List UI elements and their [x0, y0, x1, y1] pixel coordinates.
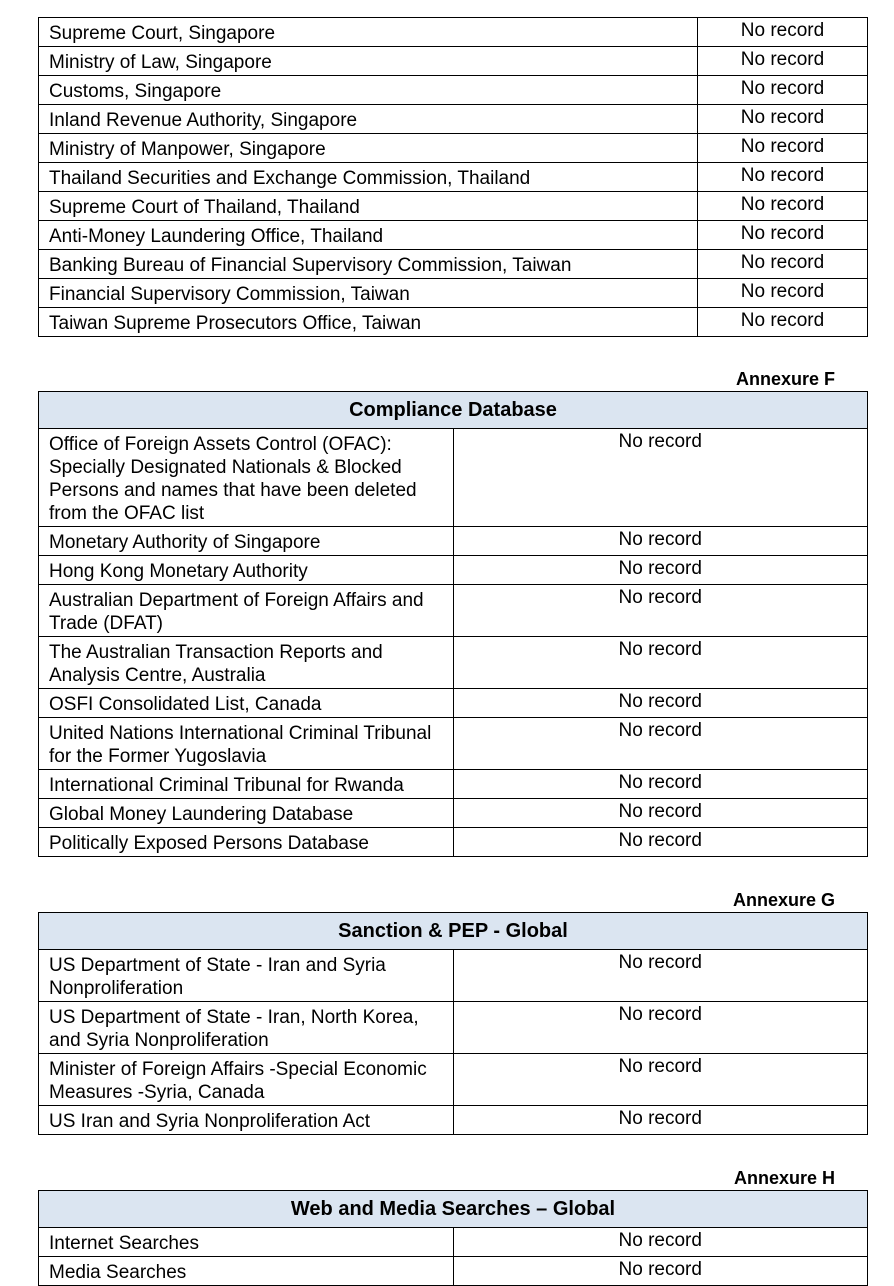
table-row: Monetary Authority of Singapore No record [38, 526, 868, 556]
source-name: Ministry of Manpower, Singapore [38, 133, 698, 163]
table-row: Customs, Singapore No record [38, 75, 868, 105]
record-status: No record [452, 584, 868, 637]
record-status: No record [452, 526, 868, 556]
annexure-label: Annexure F [735, 369, 835, 389]
table-row: Banking Bureau of Financial Supervisory … [38, 249, 868, 279]
table-row: Ministry of Law, Singapore No record [38, 46, 868, 76]
record-status: No record [697, 75, 868, 105]
table-row: Australian Department of Foreign Affairs… [38, 584, 868, 637]
annexure-label: Annexure G [732, 890, 835, 910]
records-table: Sanction & PEP - Global US Department of … [38, 912, 868, 1135]
record-status: No record [697, 249, 868, 279]
record-status: No record [452, 769, 868, 799]
table-row: Hong Kong Monetary Authority No record [38, 555, 868, 585]
table-row: OSFI Consolidated List, Canada No record [38, 688, 868, 718]
table-header-row: Compliance Database [38, 391, 868, 429]
source-name: Office of Foreign Assets Control (OFAC):… [38, 428, 454, 527]
record-status: No record [697, 220, 868, 250]
table-row: Financial Supervisory Commission, Taiwan… [38, 278, 868, 308]
annexure-label: Annexure H [733, 1168, 835, 1188]
record-status: No record [452, 949, 868, 1002]
table-row: Media Searches No record [38, 1256, 868, 1286]
source-name: Anti-Money Laundering Office, Thailand [38, 220, 698, 250]
record-status: No record [452, 827, 868, 857]
source-name: Thailand Securities and Exchange Commiss… [38, 162, 698, 192]
source-name: US Iran and Syria Nonproliferation Act [38, 1105, 454, 1135]
table-title: Web and Media Searches – Global [38, 1190, 868, 1228]
source-name: Ministry of Law, Singapore [38, 46, 698, 76]
source-name: Global Money Laundering Database [38, 798, 454, 828]
record-status: No record [697, 46, 868, 76]
table-row: Global Money Laundering Database No recor… [38, 798, 868, 828]
source-name: Internet Searches [38, 1227, 454, 1257]
source-name: United Nations International Criminal Tr… [38, 717, 454, 770]
table-row: Supreme Court of Thailand, Thailand No re… [38, 191, 868, 221]
record-status: No record [452, 717, 868, 770]
record-status: No record [452, 1001, 868, 1054]
source-name: Banking Bureau of Financial Supervisory … [38, 249, 698, 279]
table-row: US Iran and Syria Nonproliferation Act No… [38, 1105, 868, 1135]
table-row: Politically Exposed Persons Database No r… [38, 827, 868, 857]
record-status: No record [452, 428, 868, 527]
table-row: Office of Foreign Assets Control (OFAC):… [38, 428, 868, 527]
record-status: No record [452, 688, 868, 718]
records-table: Compliance Database Office of Foreign Ass… [38, 391, 868, 857]
table-row: Supreme Court, Singapore No record [38, 17, 868, 47]
table-row: Anti-Money Laundering Office, Thailand No… [38, 220, 868, 250]
record-status: No record [452, 1256, 868, 1286]
table-row: Ministry of Manpower, Singapore No record [38, 133, 868, 163]
source-name: Supreme Court, Singapore [38, 17, 698, 47]
record-status: No record [697, 162, 868, 192]
table-title: Compliance Database [38, 391, 868, 429]
source-name: Minister of Foreign Affairs -Special Eco… [38, 1053, 454, 1106]
source-name: Media Searches [38, 1256, 454, 1286]
records-table: Web and Media Searches – Global Internet … [38, 1190, 868, 1286]
record-status: No record [452, 1105, 868, 1135]
table-row: Internet Searches No record [38, 1227, 868, 1257]
table-header-row: Web and Media Searches – Global [38, 1190, 868, 1228]
record-status: No record [452, 1053, 868, 1106]
source-name: Supreme Court of Thailand, Thailand [38, 191, 698, 221]
source-name: OSFI Consolidated List, Canada [38, 688, 454, 718]
table-row: US Department of State - Iran and Syria … [38, 949, 868, 1002]
table-row: International Criminal Tribunal for Rwan… [38, 769, 868, 799]
source-name: US Department of State - Iran and Syria … [38, 949, 454, 1002]
table-row: Taiwan Supreme Prosecutors Office, Taiwa… [38, 307, 868, 337]
source-name: US Department of State - Iran, North Kor… [38, 1001, 454, 1054]
record-status: No record [452, 798, 868, 828]
table-row: United Nations International Criminal Tr… [38, 717, 868, 770]
source-name: The Australian Transaction Reports and A… [38, 636, 454, 689]
table-row: Inland Revenue Authority, Singapore No re… [38, 104, 868, 134]
source-name: Financial Supervisory Commission, Taiwan [38, 278, 698, 308]
source-name: International Criminal Tribunal for Rwan… [38, 769, 454, 799]
records-table: Supreme Court, Singapore No record Ministr… [38, 17, 868, 337]
source-name: Hong Kong Monetary Authority [38, 555, 454, 585]
record-status: No record [697, 17, 868, 47]
record-status: No record [452, 1227, 868, 1257]
source-name: Customs, Singapore [38, 75, 698, 105]
record-status: No record [697, 133, 868, 163]
source-name: Politically Exposed Persons Database [38, 827, 454, 857]
table-row: Minister of Foreign Affairs -Special Eco… [38, 1053, 868, 1106]
source-name: Monetary Authority of Singapore [38, 526, 454, 556]
table-title: Sanction & PEP - Global [38, 912, 868, 950]
source-name: Taiwan Supreme Prosecutors Office, Taiwa… [38, 307, 698, 337]
record-status: No record [697, 307, 868, 337]
record-status: No record [697, 104, 868, 134]
table-row: US Department of State - Iran, North Kor… [38, 1001, 868, 1054]
record-status: No record [697, 278, 868, 308]
record-status: No record [452, 636, 868, 689]
record-status: No record [452, 555, 868, 585]
source-name: Inland Revenue Authority, Singapore [38, 104, 698, 134]
table-header-row: Sanction & PEP - Global [38, 912, 868, 950]
table-row: Thailand Securities and Exchange Commiss… [38, 162, 868, 192]
source-name: Australian Department of Foreign Affairs… [38, 584, 454, 637]
record-status: No record [697, 191, 868, 221]
table-row: The Australian Transaction Reports and A… [38, 636, 868, 689]
document-page: Supreme Court, Singapore No record Ministr… [38, 17, 868, 1286]
